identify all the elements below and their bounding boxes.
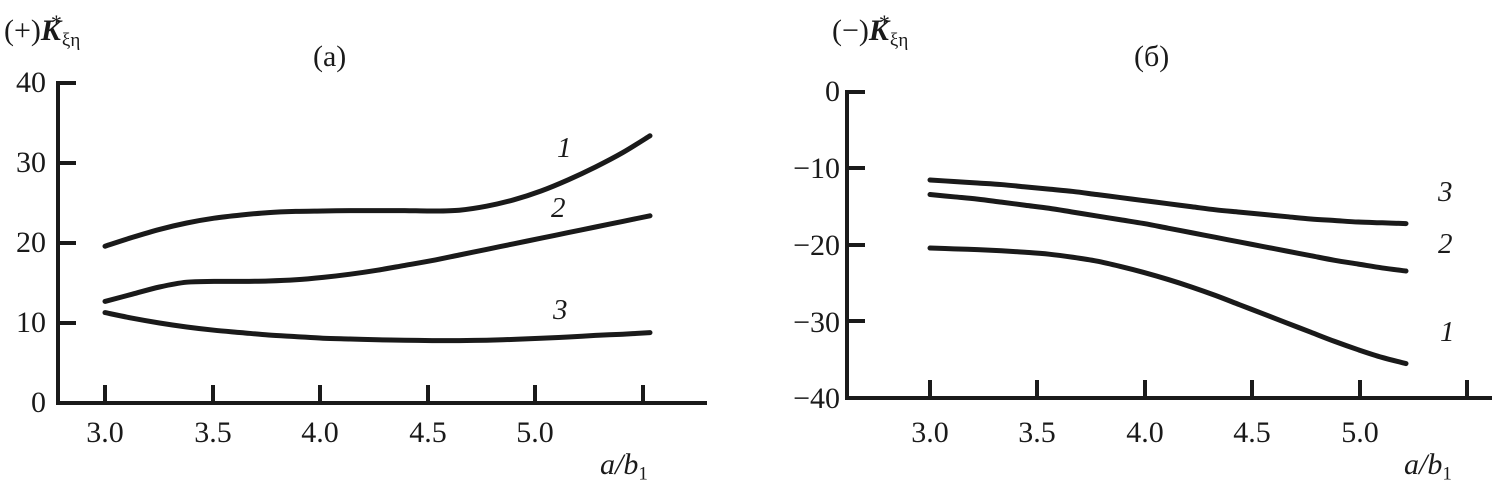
panel-b-y-label-superscript: *	[878, 10, 890, 35]
panel-a-y-label-symbol: K	[40, 13, 61, 47]
panel-a-y-label-prefix: (+)	[4, 13, 41, 47]
panel-a-curve-label-3: 3	[553, 294, 568, 326]
panel-a-curves	[102, 133, 653, 344]
panel-b-ytick-minus20: −20	[793, 229, 840, 262]
panel-a-tag: (a)	[313, 40, 347, 73]
panel-a-y-label-subscript: ξη	[61, 29, 81, 51]
panel-a-xtick-5-0: 5.0	[516, 416, 554, 449]
panel-b-axes	[845, 90, 1492, 400]
panel-b-ytick-minus40: −40	[793, 382, 840, 415]
panel-a-ytick-30: 30	[16, 146, 46, 179]
panel-a-plot-area	[56, 81, 707, 405]
panel-a-ytick-20: 20	[16, 226, 46, 259]
panel-b-xtick-3-5: 3.5	[1018, 416, 1056, 449]
panel-a-y-label-superscript: *	[50, 10, 62, 35]
panel-a-curve-label-1: 1	[557, 132, 572, 164]
panel-b-xtick-4-0: 4.0	[1126, 416, 1164, 449]
panel-b-curve-label-1: 1	[1440, 316, 1455, 348]
panel-a-curve-label-2: 2	[551, 192, 566, 224]
panel-a-ytick-40: 40	[16, 66, 46, 99]
panel-a-xtick-3-0: 3.0	[86, 416, 124, 449]
panel-a-xtick-3-5: 3.5	[194, 416, 232, 449]
panel-b-ytick-0: 0	[825, 75, 840, 108]
panel-b-ytick-minus10: −10	[793, 152, 840, 185]
panel-a-xtick-4-0: 4.0	[301, 416, 339, 449]
panel-b-x-label-main: a/b	[1404, 448, 1443, 481]
panel-b-x-label-subscript: 1	[1442, 463, 1452, 485]
panel-a-y-axis-label: (+)K*ξη	[4, 12, 80, 50]
panel-b-y-label-prefix: (−)	[832, 13, 869, 47]
panel-b-curve-1	[927, 245, 1409, 367]
panel-b-xtick-4-5: 4.5	[1233, 416, 1271, 449]
panel-b-curve-label-2: 2	[1438, 228, 1453, 260]
chart-panel-b: (−)K*ξη (б) 0 −10 −20 −30 −40 3.0 3.5 4.…	[746, 0, 1492, 496]
panel-b-axis-lines	[845, 90, 1492, 400]
panel-b-tag: (б)	[1134, 40, 1170, 73]
panel-b-xtick-3-0: 3.0	[911, 416, 949, 449]
panel-a-axes	[56, 81, 707, 405]
panel-a-ytick-10: 10	[16, 306, 46, 339]
panel-a-x-axis-label: a/b1	[600, 450, 648, 484]
panel-b-curve-label-3: 3	[1438, 176, 1453, 208]
panel-b-curve-3	[927, 177, 1409, 227]
panel-a-x-label-subscript: 1	[638, 463, 648, 485]
panel-b-plot-area	[845, 90, 1492, 400]
panel-b-y-axis-label: (−)K*ξη	[832, 12, 908, 50]
panel-b-xtick-5-0: 5.0	[1341, 416, 1379, 449]
panel-b-curve-2	[927, 192, 1409, 274]
panel-a-ytick-0: 0	[31, 386, 46, 419]
panel-a-curve-2	[102, 213, 653, 304]
panel-a-xtick-4-5: 4.5	[409, 416, 447, 449]
panel-a-curve-1	[102, 133, 653, 249]
panel-b-ytick-minus30: −30	[793, 306, 840, 339]
panel-b-y-label-subscript: ξη	[889, 29, 909, 51]
panel-a-x-label-main: a/b	[600, 448, 639, 481]
panel-b-y-label-symbol: K	[868, 13, 889, 47]
panel-a-curve-3	[102, 310, 653, 344]
panel-b-x-axis-label: a/b1	[1404, 450, 1452, 484]
chart-panel-a: (+)K*ξη (a) 40 30 20 10 0 3.0 3.5 4.0 4.…	[4, 12, 707, 484]
panel-a-axis-lines	[56, 81, 707, 405]
panel-b-curves	[927, 177, 1409, 367]
